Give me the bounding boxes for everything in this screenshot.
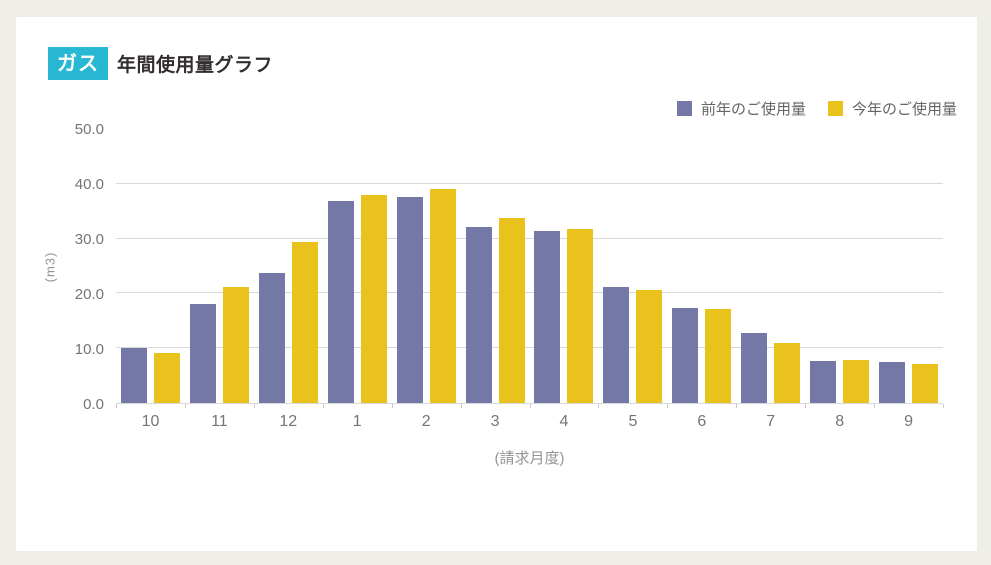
page-title: 年間使用量グラフ: [117, 55, 274, 76]
x-axis-tick-mark: [322, 404, 324, 408]
bar-current-year[interactable]: [912, 364, 939, 403]
x-axis-tick-mark: [460, 404, 462, 408]
bar-prev-year[interactable]: [396, 196, 423, 403]
bar-current-year[interactable]: [636, 290, 663, 403]
x-axis-tick-label: 8: [835, 413, 845, 430]
gas-badge: ガス: [48, 47, 108, 80]
x-axis-tick-mark: [529, 404, 531, 408]
bar-group-month-3: [461, 129, 530, 403]
bar-group-month-7: [736, 129, 805, 403]
gridline: [116, 347, 943, 349]
bar-current-year[interactable]: [291, 241, 318, 403]
bar-current-year[interactable]: [222, 287, 249, 403]
bar-prev-year[interactable]: [258, 272, 285, 403]
x-axis-tick-mark: [116, 404, 117, 408]
legend-label-prev-year: 前年のご使用量: [700, 101, 806, 118]
bar-prev-year[interactable]: [603, 287, 630, 403]
x-axis-tick-label: 4: [559, 413, 569, 430]
x-axis-tick-labels: 10 11 12 1 2 3 4 5 6 7 8 9: [116, 413, 943, 431]
bar-prev-year[interactable]: [534, 230, 561, 403]
gridline: [116, 237, 943, 239]
x-axis-tick-mark: [253, 404, 255, 408]
bar-current-year[interactable]: [567, 229, 594, 403]
y-axis-tick-label: 40.0: [74, 176, 104, 193]
plot-area: [116, 129, 944, 408]
bar-chart: (m3) 0.0 10.0 20.0 30.0 40.0 50.0 10 11 12 1 2 3 4 5…: [43, 121, 944, 467]
x-axis-tick-mark: [598, 404, 600, 408]
bar-prev-year[interactable]: [672, 307, 699, 403]
bar-prev-year[interactable]: [189, 304, 216, 403]
x-axis-tick-label: 12: [279, 413, 298, 430]
bar-group-month-6: [667, 129, 736, 403]
x-axis-tick-mark: [874, 404, 876, 408]
gridline: [116, 182, 943, 184]
x-axis-tick-label: 10: [141, 413, 160, 430]
bar-prev-year[interactable]: [879, 361, 906, 403]
bar-group-month-12: [254, 129, 323, 403]
x-axis-tick-mark: [943, 404, 944, 408]
usage-graph-card: ガス 年間使用量グラフ 前年のご使用量 今年のご使用量 (m3) 0.0 10.0…: [16, 17, 977, 551]
legend-label-current-year: 今年のご使用量: [851, 101, 957, 118]
bar-prev-year[interactable]: [327, 201, 354, 403]
chart-legend: 前年のご使用量 今年のご使用量: [676, 98, 957, 119]
bar-group-month-5: [598, 129, 667, 403]
bar-prev-year[interactable]: [120, 348, 147, 403]
bar-group-month-10: [116, 129, 185, 403]
x-axis-tick-label: 6: [697, 413, 707, 430]
y-axis-tick-label: 10.0: [74, 341, 104, 358]
y-axis-title: (m3): [42, 251, 58, 282]
bar-current-year[interactable]: [774, 343, 801, 403]
x-axis-tick-label: 7: [766, 413, 776, 430]
x-axis-tick-label: 11: [211, 413, 228, 430]
bar-current-year[interactable]: [429, 189, 456, 403]
bar-group-month-1: [323, 129, 392, 403]
y-axis-tick-label: 0.0: [83, 396, 104, 413]
x-axis-tick-label: 5: [628, 413, 638, 430]
y-axis-tick-label: 30.0: [74, 231, 104, 248]
bar-current-year[interactable]: [705, 309, 732, 403]
header: ガス 年間使用量グラフ: [48, 47, 273, 80]
y-axis-tick-label: 20.0: [74, 286, 104, 303]
bar-group-month-11: [185, 129, 254, 403]
bar-group-month-9: [874, 129, 943, 403]
bar-prev-year[interactable]: [741, 333, 768, 403]
x-axis-tick-mark: [184, 404, 186, 408]
bar-current-year[interactable]: [360, 195, 387, 403]
legend-item-prev-year[interactable]: 前年のご使用量: [676, 98, 806, 119]
bar-prev-year[interactable]: [465, 226, 492, 403]
y-axis-tick-label: 50.0: [74, 121, 104, 138]
x-axis-tick-mark: [805, 404, 807, 408]
x-axis-tick-label: 1: [352, 413, 362, 430]
x-axis-title: (請求月度): [494, 450, 565, 467]
legend-marker-prev-year: [676, 101, 692, 116]
bar-group-month-8: [805, 129, 874, 403]
bar-group-month-2: [392, 129, 461, 403]
legend-item-current-year[interactable]: 今年のご使用量: [827, 98, 957, 119]
x-axis-tick-mark: [667, 404, 669, 408]
bar-prev-year[interactable]: [810, 361, 837, 403]
x-axis-tick-label: 3: [490, 413, 500, 430]
bar-current-year[interactable]: [153, 353, 180, 403]
gridline: [116, 292, 943, 294]
bar-current-year[interactable]: [843, 360, 870, 403]
bar-group-month-4: [530, 129, 599, 403]
x-axis-tick-label: 2: [421, 413, 431, 430]
x-axis-tick-label: 9: [904, 413, 914, 430]
bar-groups: [116, 129, 943, 403]
x-axis-tick-mark: [391, 404, 393, 408]
x-axis-tick-mark: [736, 404, 738, 408]
legend-marker-current-year: [827, 101, 843, 116]
bar-current-year[interactable]: [498, 217, 525, 403]
